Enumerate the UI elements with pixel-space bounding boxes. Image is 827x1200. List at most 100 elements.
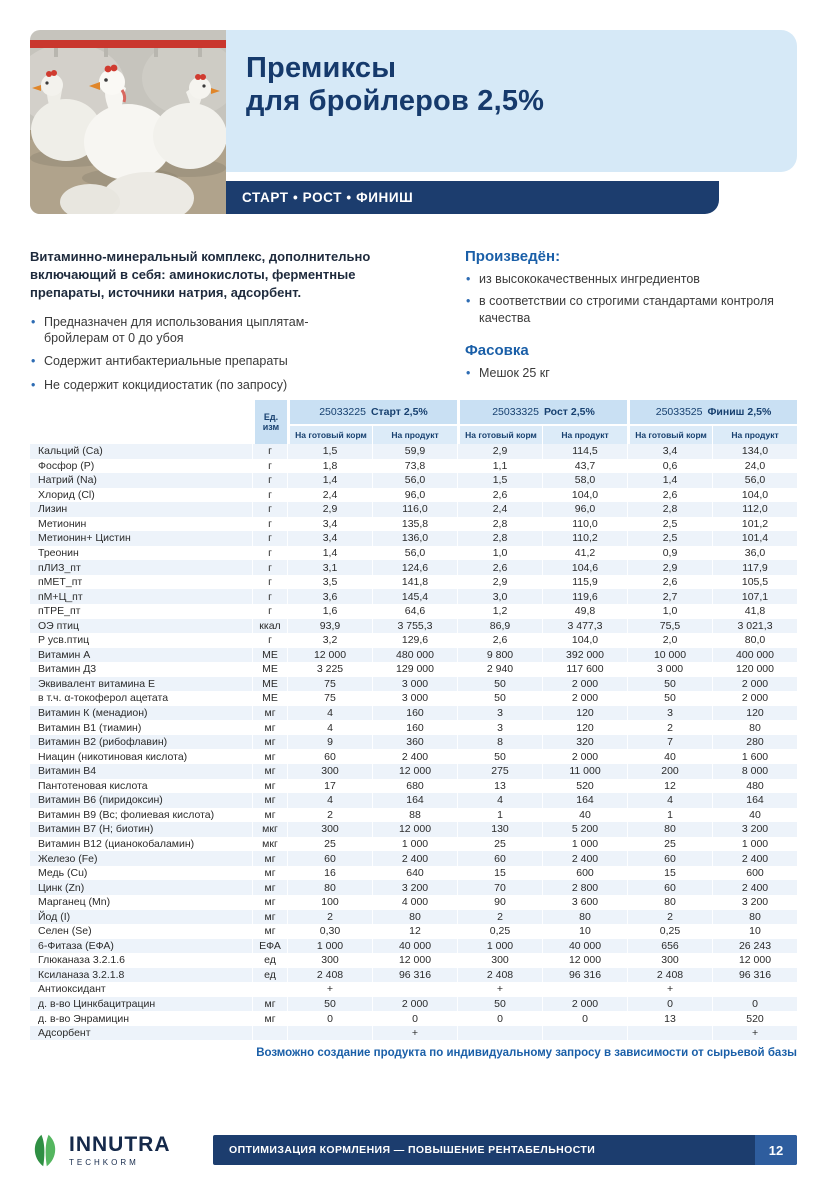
produced-heading: Произведён: <box>465 248 561 265</box>
param-value: 120 <box>542 720 627 735</box>
unit-column-header: Ед. изм <box>252 400 287 444</box>
param-value: 2 <box>457 909 542 925</box>
param-value: 7 <box>627 734 712 750</box>
param-unit: мкг <box>252 822 287 837</box>
param-label: пМЕТ_пт <box>38 576 83 589</box>
param-unit: мг <box>252 764 287 779</box>
param-value: 114,5 <box>542 444 627 459</box>
param-value: 2 000 <box>542 996 627 1012</box>
param-unit: МЕ <box>252 647 287 663</box>
title-line-2: для бройлеров 2,5% <box>246 85 545 118</box>
param-label: пТРЕ_пт <box>38 605 81 618</box>
param-value: 70 <box>457 880 542 895</box>
param-value: 75 <box>287 691 372 706</box>
param-value: 96 316 <box>372 967 457 983</box>
param-unit: ЕФА <box>252 938 287 954</box>
subheader-feed: На готовый корм <box>457 426 542 444</box>
table-body: Кальций (Са) г 1,5 59,9 2,9 114,5 3,4 134,0 Фосф… <box>30 444 798 1041</box>
param-value: 2,5 <box>627 516 712 532</box>
subheader-feed: На готовый корм <box>627 426 713 444</box>
param-value: 56,0 <box>372 545 457 561</box>
param-value: 1 000 <box>712 836 797 852</box>
param-value: 58,0 <box>542 473 627 488</box>
param-label: Натрий (Na) <box>38 474 97 487</box>
logo-subtitle: TECHKORM <box>69 1157 139 1167</box>
param-value: 2,6 <box>627 487 712 503</box>
param-value: 41,2 <box>542 545 627 561</box>
param-value: 105,5 <box>712 574 797 590</box>
param-value: 2 000 <box>712 691 797 706</box>
param-value: 104,0 <box>542 633 627 648</box>
subheader-product: На продукт <box>542 426 628 444</box>
param-label: Медь (Cu) <box>38 867 88 880</box>
param-value: 320 <box>542 734 627 750</box>
intro-section: Витаминно-минеральный комплекс, дополнит… <box>30 248 797 400</box>
table-row: Витамин В9 (Вс; фолиевая кислота) мг 2 88 1 4… <box>30 807 797 823</box>
param-unit: мг <box>252 705 287 721</box>
broiler-chickens-photo <box>30 30 226 214</box>
intro-right-column: Произведён: из высококачественных ингред… <box>465 248 797 400</box>
param-value: 2,6 <box>457 487 542 503</box>
param-value: 40 000 <box>372 938 457 954</box>
param-value: 0,25 <box>627 924 712 939</box>
param-value: 50 <box>457 996 542 1012</box>
page-header: Премиксы для бройлеров 2,5% СТАРТ • РОСТ… <box>30 30 797 214</box>
param-value <box>542 1025 627 1041</box>
param-value: 110,0 <box>542 516 627 532</box>
subheader-product: На продукт <box>712 426 798 444</box>
param-value: 0 <box>287 1011 372 1026</box>
param-value: 1,2 <box>457 604 542 619</box>
param-value: 2 <box>287 807 372 823</box>
table-row: пМЕТ_пт г 3,5 141,8 2,9 115,9 2,6 105,5 <box>30 574 797 590</box>
param-label: Фосфор (Р) <box>38 459 95 472</box>
param-value: 16 <box>287 865 372 881</box>
param-unit: мг <box>252 924 287 939</box>
table-row: Селен (Se) мг 0,30 12 0,25 10 0,25 10 <box>30 924 797 939</box>
param-value: 2 000 <box>542 749 627 765</box>
table-row: Фосфор (Р) г 1,8 73,8 1,1 43,7 0,6 24,0 <box>30 458 797 474</box>
param-value: 59,9 <box>372 444 457 459</box>
param-value: 80 <box>287 880 372 895</box>
table-header-sub-row: На готовый корм На продукт На готовый ко… <box>30 426 798 444</box>
param-value: 73,8 <box>372 458 457 474</box>
param-value <box>712 982 797 997</box>
param-value: 101,4 <box>712 531 797 546</box>
param-value: 0,30 <box>287 924 372 939</box>
param-unit: МЕ <box>252 691 287 706</box>
param-value: 40 <box>542 807 627 823</box>
param-label: Витамин В6 (пиридоксин) <box>38 794 163 807</box>
param-value: 2 800 <box>542 880 627 895</box>
param-value: 100 <box>287 894 372 910</box>
param-value: 480 <box>712 778 797 794</box>
param-value: 49,8 <box>542 604 627 619</box>
param-value: 2 408 <box>457 967 542 983</box>
param-label: Витамин А <box>38 648 91 661</box>
param-value: 1,0 <box>457 545 542 561</box>
param-unit: г <box>252 604 287 619</box>
param-unit: г <box>252 633 287 648</box>
param-label: Витамин В1 (тиамин) <box>38 721 142 734</box>
param-value: 164 <box>542 793 627 808</box>
header-title-area: Премиксы для бройлеров 2,5% СТАРТ • РОСТ… <box>226 30 797 214</box>
param-value: 80 <box>627 894 712 910</box>
param-value: 2 408 <box>627 967 712 983</box>
param-unit: мг <box>252 793 287 808</box>
param-value: 300 <box>627 953 712 968</box>
param-value: + <box>457 982 542 997</box>
param-label: Ниацин (никотиновая кислота) <box>38 750 188 763</box>
param-value: 4 <box>287 720 372 735</box>
param-value: 400 000 <box>712 647 797 663</box>
param-value: 1 000 <box>457 938 542 954</box>
param-value: 96 316 <box>542 967 627 983</box>
param-value: 2,7 <box>627 589 712 605</box>
param-value: 12 <box>627 778 712 794</box>
param-value: 4 <box>627 793 712 808</box>
param-unit: мг <box>252 996 287 1012</box>
param-value: 115,9 <box>542 574 627 590</box>
param-value: 11 000 <box>542 764 627 779</box>
product-code: 25033525 <box>655 406 703 418</box>
param-label: Селен (Se) <box>38 925 92 938</box>
param-value: 1,5 <box>457 473 542 488</box>
param-value: 141,8 <box>372 574 457 590</box>
